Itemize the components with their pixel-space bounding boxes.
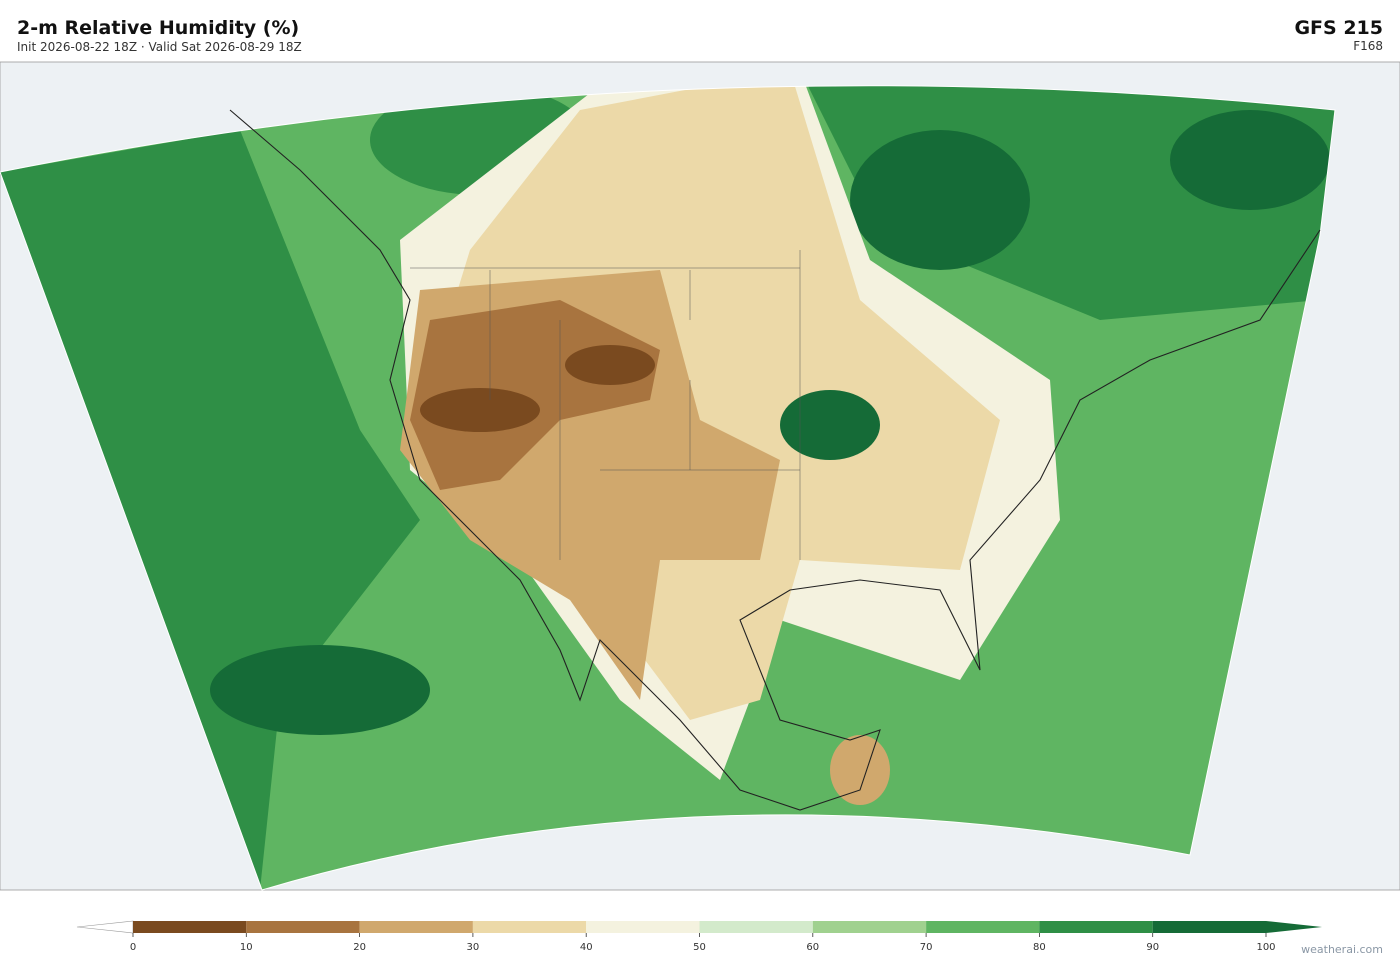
colorbar-over (1266, 921, 1322, 933)
colorbar-tick-label: 30 (467, 942, 480, 953)
field (850, 130, 1030, 270)
colorbar-segment (246, 921, 360, 933)
colorbar-tick-label: 70 (920, 942, 933, 953)
title: 2-m Relative Humidity (%) (17, 17, 299, 39)
colorbar-segment (1039, 921, 1153, 933)
colorbar-tick-label: 10 (240, 942, 253, 953)
field (565, 345, 655, 385)
colorbar: 0 10 20 30 40 50 60 70 80 90 100 (76, 920, 1322, 953)
colorbar-tick-label: 0 (130, 942, 136, 953)
colorbar-tick-label: 100 (1256, 942, 1275, 953)
colorbar-tick-label: 90 (1146, 942, 1159, 953)
map (0, 61, 1400, 891)
colorbar-tick-label: 40 (580, 942, 593, 953)
model: GFS 215 (1294, 17, 1383, 39)
colorbar-tick-label: 20 (353, 942, 366, 953)
borders (410, 250, 801, 560)
colorbar-tick-label: 50 (693, 942, 706, 953)
colorbar-segment (1152, 921, 1266, 933)
humidity-field (0, 85, 1335, 891)
colorbar-segment (133, 921, 247, 933)
colorbar-segment (699, 921, 813, 933)
colorbar-tick-label: 80 (1033, 942, 1046, 953)
colorbar-segment (586, 921, 700, 933)
colorbar-under (76, 920, 134, 934)
colorbar-segment (472, 921, 587, 933)
forecast-hour: F168 (1353, 39, 1383, 53)
field (830, 735, 890, 805)
domain-outline (0, 85, 1336, 891)
field (1170, 110, 1330, 210)
colorbar-segment (926, 921, 1040, 933)
field (420, 388, 540, 432)
field (210, 645, 430, 735)
coastline (229, 109, 1321, 811)
colorbar-segment (359, 921, 473, 933)
watermark: weatherai.com (1301, 943, 1383, 956)
colorbar-segment (812, 921, 927, 933)
colorbar-tick-label: 60 (806, 942, 819, 953)
field (780, 390, 880, 460)
subtitle: Init 2026-08-22 18Z · Valid Sat 2026-08-… (17, 40, 302, 54)
